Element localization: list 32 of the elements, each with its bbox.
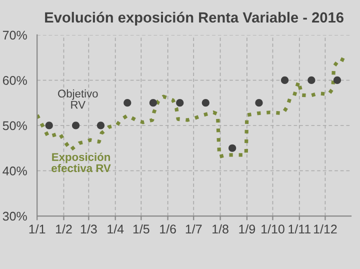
x-tick-label: 1/8 [212, 224, 228, 234]
x-tick-label: 1/4 [108, 224, 124, 234]
point [45, 122, 53, 130]
x-tick-label: 1/1 [29, 224, 46, 234]
point [202, 99, 210, 107]
y-tick-label: 30% [2, 212, 27, 221]
series-label: Exposición efectiva RV [52, 152, 111, 172]
x-tick-label: 1/9 [239, 224, 256, 234]
y-tick-label: 50% [2, 121, 27, 130]
x-tick-label: 1/11 [288, 224, 310, 234]
y-tick-label: 40% [2, 166, 27, 176]
point [72, 122, 80, 130]
x-tick-label: 1/2 [56, 224, 72, 234]
point [228, 144, 236, 152]
x-tick-label: 1/12 [314, 224, 337, 234]
point [308, 76, 316, 84]
y-tick-label: 60% [2, 76, 27, 85]
point [149, 99, 157, 107]
point [176, 99, 184, 107]
x-tick-label: 1/10 [262, 224, 284, 234]
x-tick-label: 1/5 [133, 224, 150, 234]
x-tick-label: 1/3 [80, 224, 97, 234]
x-tick-label: 1/6 [160, 224, 176, 234]
x-tick-label: 1/7 [186, 224, 202, 234]
point [124, 99, 132, 107]
point [280, 76, 289, 84]
series-label: Objetivo RV [58, 89, 98, 109]
y-tick-label: 70% [2, 30, 27, 40]
point [96, 122, 105, 130]
point [255, 99, 263, 107]
point [333, 76, 342, 84]
chart-title: Evolución exposición Renta Variable - 2016 [45, 12, 344, 26]
